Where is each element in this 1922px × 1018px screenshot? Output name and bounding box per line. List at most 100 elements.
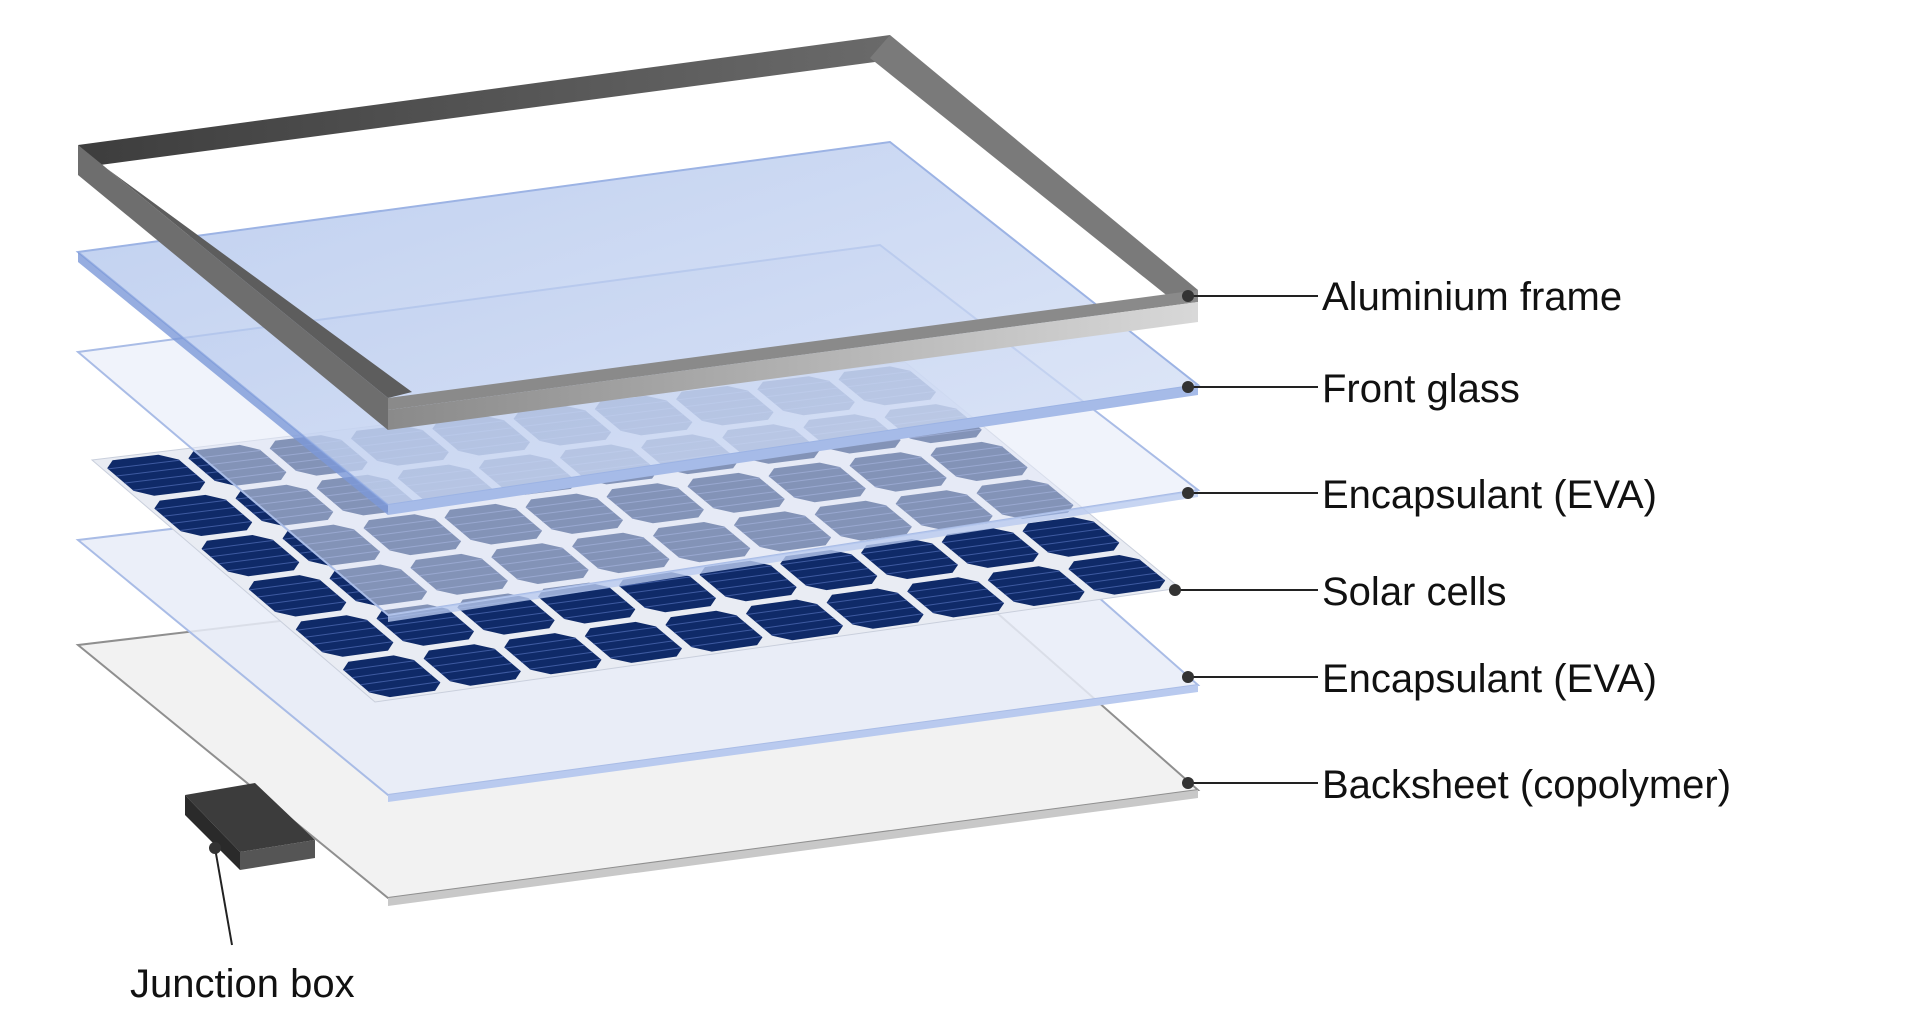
cell-busbar — [257, 587, 329, 598]
cell-busbar — [555, 601, 627, 612]
solar-cell — [504, 633, 602, 675]
cell-busbar — [835, 599, 907, 611]
cell-busbar — [180, 521, 252, 531]
leader-dot-eva-top — [1182, 487, 1194, 499]
cell-busbar — [521, 651, 593, 663]
solar-cell — [826, 588, 924, 629]
cell-busbar — [529, 658, 601, 670]
cell-busbar — [724, 585, 796, 597]
solar-cell — [295, 615, 394, 657]
cell-busbar — [754, 611, 826, 622]
cell-busbar — [627, 583, 699, 594]
cell-busbar — [513, 644, 585, 656]
cell-busbar — [352, 667, 424, 679]
cell-busbar — [385, 616, 457, 627]
solar-cell — [699, 560, 797, 602]
cell-busbar — [304, 627, 377, 638]
cell-busbar — [547, 594, 619, 605]
solar-cell — [343, 655, 441, 698]
leader-dot-aluminium-frame — [1182, 290, 1194, 302]
cell-busbar — [171, 513, 244, 524]
aluminium-frame — [78, 35, 1198, 430]
cell-busbar — [746, 604, 818, 615]
label-eva-top: Encapsulant (EVA) — [1322, 473, 1657, 517]
cell-busbar — [924, 595, 996, 607]
cell-busbar — [1077, 566, 1149, 577]
label-eva-bottom: Encapsulant (EVA) — [1322, 657, 1657, 701]
leader-dot-backsheet — [1182, 777, 1194, 789]
leader-dot-junction-box — [209, 842, 221, 854]
cell-busbar — [424, 649, 496, 660]
cell-busbar — [716, 579, 788, 590]
cell-busbar — [708, 572, 780, 583]
cell-busbar — [878, 557, 950, 568]
cell-busbar — [163, 506, 235, 517]
cell-busbar — [1012, 590, 1084, 602]
label-backsheet: Backsheet (copolymer) — [1322, 763, 1731, 807]
cell-busbar — [610, 647, 682, 659]
cell-busbar — [797, 568, 869, 579]
cell-busbar — [593, 633, 665, 645]
cell-busbar — [996, 577, 1068, 589]
cell-busbar — [432, 656, 504, 667]
cell-busbar — [1031, 528, 1103, 539]
solar-cell — [248, 575, 347, 617]
cell-busbar — [249, 580, 321, 591]
solar-cell — [987, 566, 1085, 606]
cell-busbar — [1047, 541, 1119, 553]
leader-lines — [209, 290, 1318, 946]
cell-busbar — [635, 590, 708, 601]
solar-cell — [907, 577, 1005, 618]
label-front-glass: Front glass — [1322, 367, 1520, 411]
cell-busbar — [619, 576, 691, 587]
cell-busbar — [1004, 583, 1076, 595]
cell-busbar — [440, 663, 512, 674]
cell-busbar — [321, 641, 393, 652]
cell-busbar — [227, 561, 299, 572]
cell-busbar — [155, 499, 227, 510]
cell-busbar — [218, 554, 291, 565]
cell-busbar — [843, 606, 915, 618]
cell-busbar — [1023, 521, 1095, 533]
cell-busbar — [466, 605, 538, 616]
cell-busbar — [116, 466, 188, 477]
leader-junction-box — [214, 847, 233, 946]
cell-busbar — [266, 594, 338, 605]
cell-busbar — [504, 637, 576, 649]
cell-busbar — [474, 612, 546, 623]
leader-dot-solar-cells — [1169, 584, 1181, 596]
cell-busbar — [700, 565, 772, 576]
cell-busbar — [1039, 535, 1111, 546]
solar-cell — [780, 550, 878, 591]
cell-busbar — [202, 539, 274, 551]
cell-busbar — [988, 570, 1060, 582]
cell-busbar — [585, 626, 657, 638]
cell-busbar — [771, 624, 843, 636]
label-solar-cells: Solar cells — [1322, 570, 1507, 614]
cell-busbar — [690, 636, 762, 647]
cell-busbar — [958, 546, 1030, 557]
cell-busbar — [296, 620, 368, 631]
cell-busbar — [644, 597, 716, 608]
cell-busbar — [682, 629, 754, 640]
cell-busbar — [132, 480, 205, 491]
cell-busbar — [851, 613, 923, 625]
solar-cell — [584, 621, 682, 663]
cell-busbar — [869, 550, 942, 561]
cell-busbar — [274, 601, 346, 612]
cell-busbar — [805, 574, 877, 586]
label-aluminium-frame: Aluminium frame — [1322, 275, 1622, 319]
cell-busbar — [602, 640, 674, 652]
cell-busbar — [942, 532, 1014, 544]
cell-busbar — [360, 674, 432, 686]
solar-cell — [423, 644, 521, 686]
cell-busbar — [124, 473, 197, 484]
solar-cell — [154, 494, 253, 536]
solar-cell — [107, 454, 206, 496]
solar-cell — [201, 535, 300, 577]
cell-busbar — [886, 563, 958, 575]
solar-cell — [861, 539, 958, 579]
cell-busbar — [1093, 579, 1165, 591]
